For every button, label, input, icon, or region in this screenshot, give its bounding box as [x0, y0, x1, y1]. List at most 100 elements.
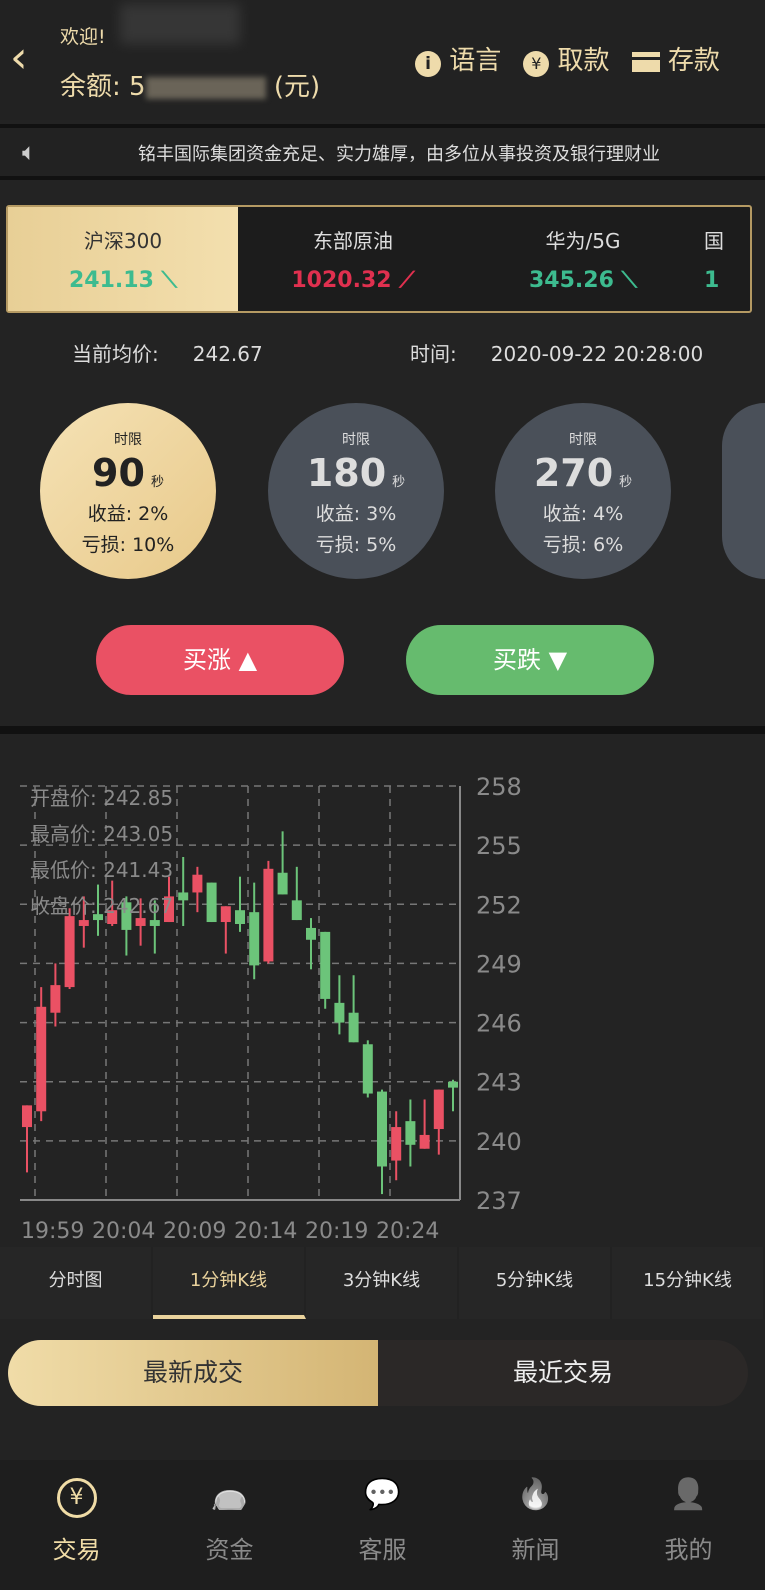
divider — [0, 726, 765, 734]
nav-service[interactable]: 💬 客服 — [306, 1460, 459, 1590]
low-price: 最低价: 241.43 — [30, 858, 174, 882]
candle-body — [249, 912, 260, 966]
candle-body — [36, 1006, 47, 1112]
open-price: 开盘价: 242.85 — [30, 786, 174, 810]
candle-body — [433, 1089, 444, 1130]
trend-up-icon: ⟋ — [399, 268, 415, 293]
money-bag-icon: 👝 — [210, 1477, 249, 1512]
candle-body — [206, 882, 217, 923]
x-tick-label: 20:24 — [376, 1219, 439, 1244]
y-tick-label: 255 — [476, 832, 522, 860]
current-time: 时间: 2020-09-22 20:28:00 — [410, 342, 704, 366]
info-icon: i — [415, 51, 441, 77]
yen-icon: ¥ — [523, 51, 550, 77]
balance-blurred — [145, 76, 266, 99]
bottom-nav: ¥ 交易 👝 资金 💬 客服 🔥 新闻 👤 我的 — [0, 1460, 765, 1590]
chat-icon: 💬 — [363, 1477, 402, 1512]
x-tick-label: 20:09 — [163, 1219, 226, 1244]
candle-body — [235, 910, 245, 924]
tab-3min[interactable]: 3分钟K线 — [306, 1247, 459, 1319]
card-icon — [631, 51, 660, 72]
header: ‹ 欢迎! 余额: 5 (元) i 语言 ¥ 取款 存款 — [0, 0, 765, 120]
speaker-icon: 🔈︎ — [22, 138, 37, 166]
ticker-name: 华为/5G — [545, 229, 621, 253]
trade-list-toggle: 最新成交 最近交易 — [8, 1340, 748, 1406]
welcome-text: 欢迎! — [60, 26, 106, 48]
buy-down-button[interactable]: 买跌 ▼ — [406, 625, 654, 695]
back-icon[interactable]: ‹ — [10, 32, 28, 83]
kline-chart[interactable]: 258 255 252 249 246 243 240 237 19:59 20:04 20:09 2… — [0, 734, 765, 1244]
chart-period-tabs: 分时图 1分钟K线 3分钟K线 5分钟K线 15分钟K线 — [0, 1247, 765, 1319]
candle-body — [50, 985, 61, 1013]
fire-icon: 🔥 — [516, 1477, 555, 1512]
candle-body — [178, 892, 189, 901]
tab-1min[interactable]: 1分钟K线 — [153, 1247, 306, 1319]
candle-body — [22, 1105, 32, 1128]
candle-body — [391, 1127, 402, 1161]
candle-body — [192, 874, 203, 893]
withdraw-button[interactable]: ¥ 取款 — [523, 40, 610, 77]
option-more[interactable] — [722, 403, 765, 579]
ticker-name: 沪深300 — [83, 229, 163, 253]
y-tick-label: 246 — [476, 1010, 522, 1038]
tab-timeshare[interactable]: 分时图 — [0, 1247, 153, 1319]
nav-news[interactable]: 🔥 新闻 — [459, 1460, 612, 1590]
language-button[interactable]: i 语言 — [415, 40, 501, 77]
x-tick-label: 19:59 — [21, 1219, 84, 1244]
user-icon: 👤 — [669, 1477, 708, 1512]
option-270s[interactable]: 时限 270 秒收益: 4% 亏损: 6% — [495, 403, 671, 579]
ticker-price: 241.13 ⟍ — [69, 268, 177, 293]
candle-body — [291, 900, 302, 921]
x-tick-label: 20:04 — [92, 1219, 155, 1244]
avg-price: 当前均价: 242.67 — [72, 342, 263, 366]
candle-body — [334, 1002, 345, 1023]
tab-15min[interactable]: 15分钟K线 — [612, 1247, 765, 1319]
ticker-name: 国 — [704, 229, 724, 253]
candle-body — [135, 918, 146, 926]
buy-up-button[interactable]: 买涨 ▲ — [96, 625, 344, 695]
candle-body — [164, 896, 174, 923]
option-90s[interactable]: 时限 90 秒收益: 2% 亏损: 10% — [40, 403, 216, 579]
ticker-item[interactable]: 东部原油 1020.32 ⟋ — [238, 207, 468, 311]
recent-trades-tab[interactable]: 最近交易 — [512, 1358, 613, 1387]
candle-body — [320, 931, 331, 999]
header-actions: i 语言 ¥ 取款 存款 — [415, 40, 720, 77]
candle-body — [121, 902, 132, 930]
candle-body — [277, 872, 288, 895]
blurred-name — [120, 4, 240, 44]
candle-body — [149, 920, 160, 926]
candle-body — [78, 920, 89, 926]
announcement-text: 铭丰国际集团资金充足、实力雄厚，由多位从事投资及银行理财业 — [138, 144, 660, 165]
close-price: 收盘价: 242.67 — [30, 894, 174, 918]
ticker-price: 1020.32 ⟋ — [291, 268, 415, 293]
balance-value: 5 — [129, 72, 146, 102]
y-tick-label: 243 — [476, 1069, 522, 1097]
ticker-name: 东部原油 — [313, 229, 393, 253]
deposit-button[interactable]: 存款 — [631, 40, 720, 77]
ohlc-overlay: 开盘价: 242.85 最高价: 243.05 最低价: 241.43 收盘价:… — [30, 780, 173, 924]
withdraw-label: 取款 — [557, 46, 610, 76]
y-tick-label: 252 — [476, 891, 522, 919]
ticker-item[interactable]: 华为/5G 345.26 ⟍ — [468, 207, 698, 311]
nav-trade[interactable]: ¥ 交易 — [0, 1460, 153, 1590]
candle-body — [448, 1081, 458, 1088]
candle-body — [377, 1091, 387, 1167]
balance: 余额: 5 (元) — [60, 66, 320, 103]
nav-mine[interactable]: 👤 我的 — [612, 1460, 765, 1590]
tab-5min[interactable]: 5分钟K线 — [459, 1247, 612, 1319]
ticker-price: 345.26 ⟍ — [529, 268, 637, 293]
candle-body — [362, 1044, 373, 1094]
ticker-item[interactable]: 沪深300 241.13 ⟍ — [8, 207, 238, 311]
y-tick-label: 237 — [476, 1187, 522, 1215]
nav-funds[interactable]: 👝 资金 — [153, 1460, 306, 1590]
balance-unit: (元) — [273, 72, 321, 102]
candle-body — [263, 868, 274, 962]
latest-deals-tab[interactable]: 最新成交 — [8, 1340, 378, 1406]
language-label: 语言 — [449, 46, 502, 76]
ticker-price: 1 — [704, 268, 720, 293]
option-180s[interactable]: 时限 180 秒收益: 3% 亏损: 5% — [268, 403, 444, 579]
trend-down-icon: ⟍ — [161, 268, 177, 293]
candle-body — [107, 910, 118, 924]
candle-body — [306, 927, 316, 940]
